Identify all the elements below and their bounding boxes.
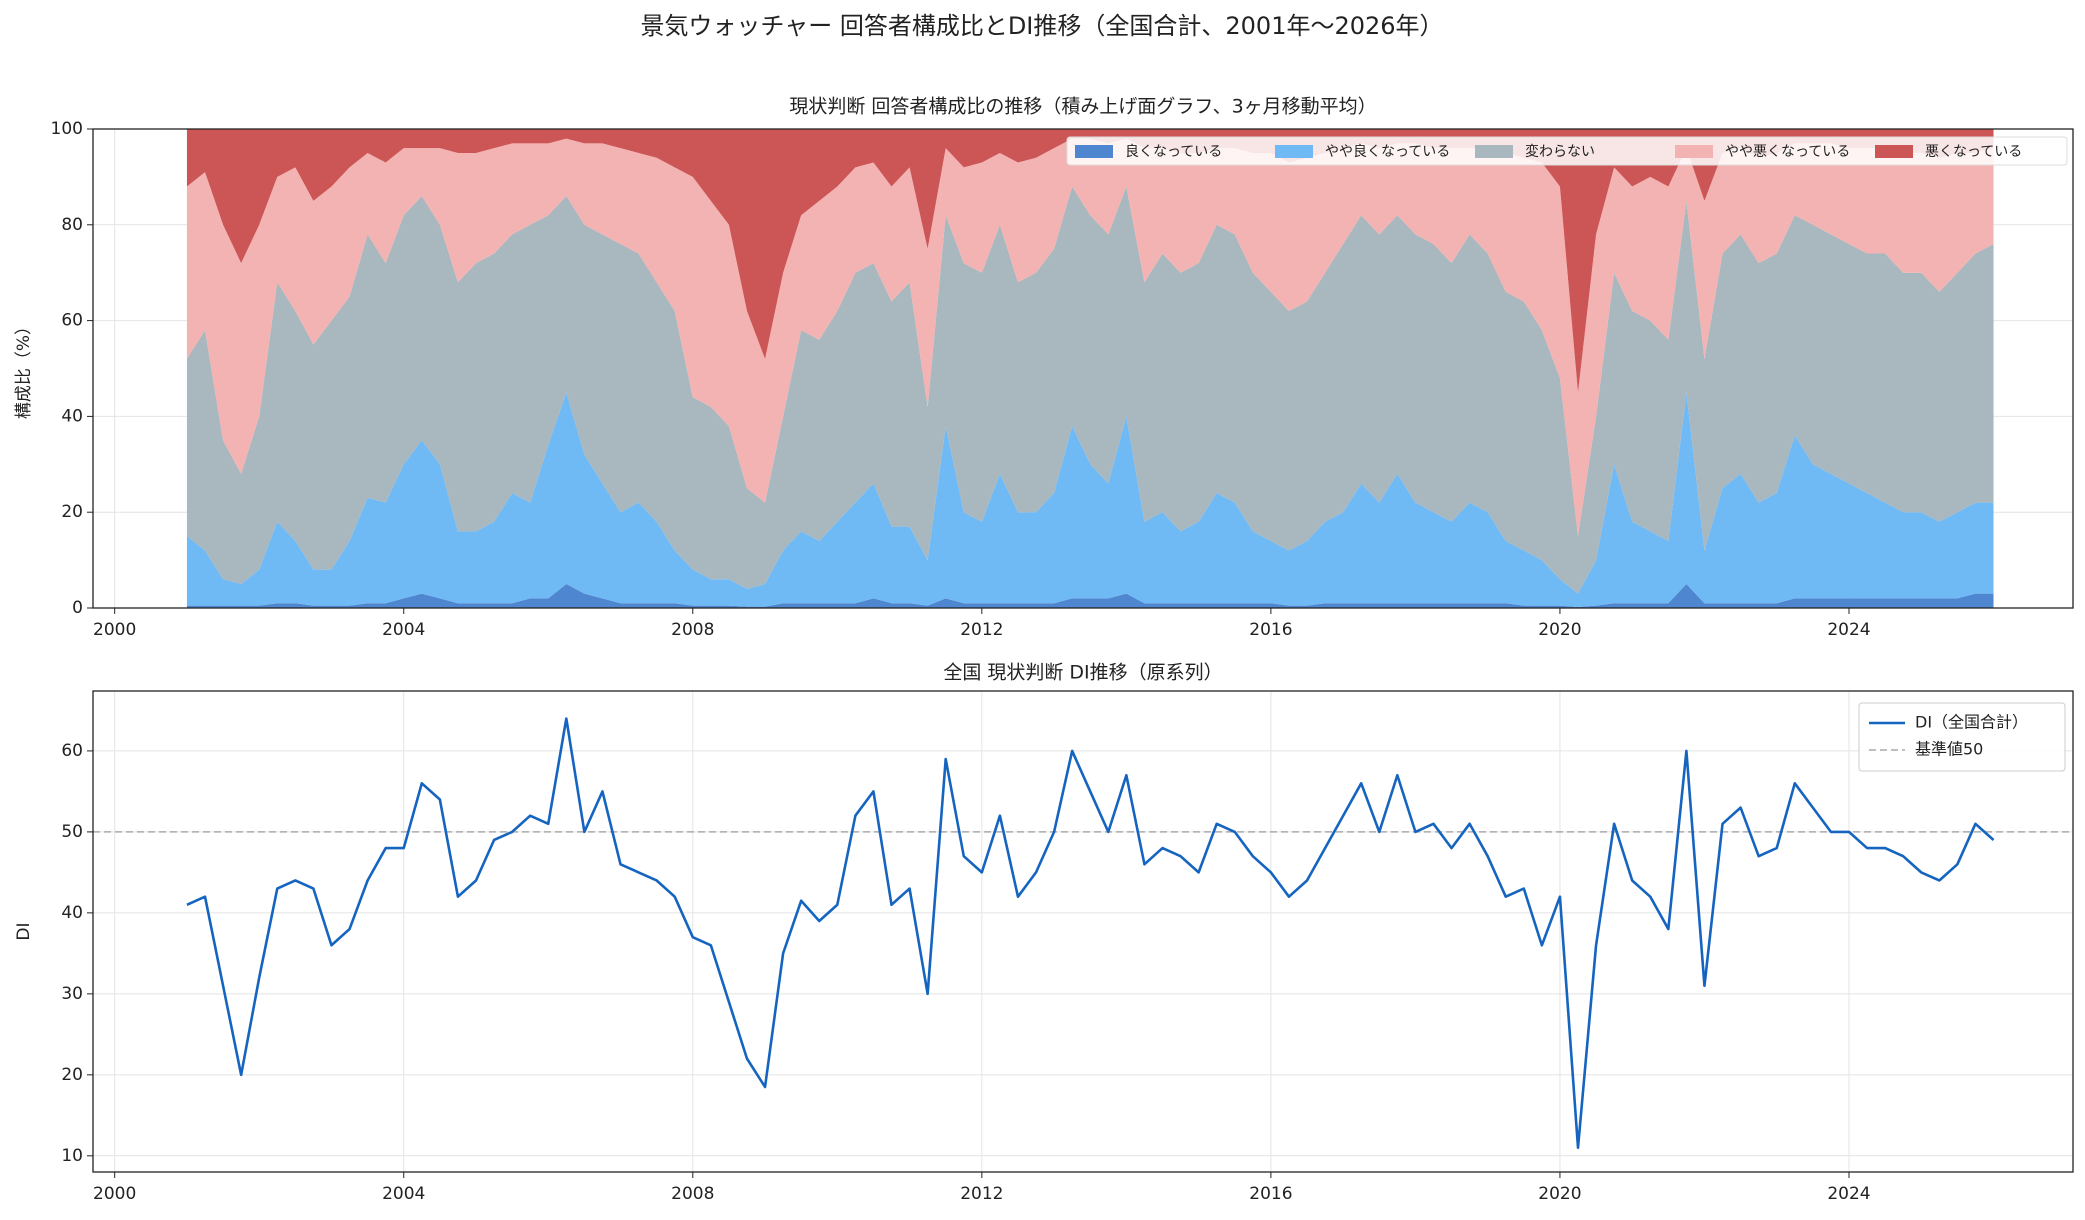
x-tick-label: 2012 <box>960 620 1003 640</box>
y-axis-label: 構成比（%） <box>14 318 34 419</box>
x-tick-label: 2004 <box>382 1184 425 1204</box>
area-band <box>186 186 1994 594</box>
legend-label: DI（全国合計） <box>1915 713 2028 732</box>
y-tick-label: 10 <box>61 1146 83 1166</box>
area-band <box>186 584 1994 608</box>
x-tick-label: 2008 <box>671 1184 714 1204</box>
y-tick-label: 60 <box>61 311 83 331</box>
legend-label: 基準値50 <box>1915 740 1983 759</box>
x-tick-label: 2012 <box>960 1184 1003 1204</box>
x-tick-label: 2020 <box>1538 620 1581 640</box>
y-tick-label: 20 <box>61 502 83 522</box>
area-band <box>186 138 1994 537</box>
legend-label: やや悪くなっている <box>1725 144 1850 160</box>
x-tick-label: 2024 <box>1827 1184 1870 1204</box>
legend-swatch <box>1475 145 1513 158</box>
x-tick-label: 2008 <box>671 620 714 640</box>
legend-frame <box>1858 702 2066 772</box>
y-tick-label: 40 <box>61 903 83 923</box>
y-tick-label: 30 <box>61 984 83 1004</box>
legend: DI（全国合計） 基準値50 <box>1858 702 2066 772</box>
figure-title: 景気ウォッチャー 回答者構成比とDI推移（全国合計、2001年〜2026年） <box>640 12 1443 40</box>
x-tick-label: 2024 <box>1827 620 1870 640</box>
y-tick-label: 60 <box>61 741 83 761</box>
subplot-title: 全国 現状判断 DI推移（原系列） <box>943 662 1222 684</box>
y-tick-label: 100 <box>51 119 83 139</box>
legend-swatch <box>1075 145 1113 158</box>
x-tick-label: 2000 <box>93 1184 136 1204</box>
legend-label: 変わらない <box>1525 143 1595 160</box>
x-tick-label: 2004 <box>382 620 425 640</box>
data-line <box>186 717 1995 1150</box>
legend-label: 良くなっている <box>1125 144 1222 160</box>
subplot-title: 現状判断 回答者構成比の推移（積み上げ面グラフ、3ヶ月移動平均） <box>789 96 1376 118</box>
legend-swatch <box>1275 145 1313 158</box>
axes-frame <box>92 690 2074 1173</box>
y-tick-label: 0 <box>72 598 83 618</box>
x-tick-label: 2016 <box>1249 620 1292 640</box>
y-tick-label: 80 <box>61 215 83 235</box>
legend-frame <box>1066 136 2068 166</box>
area-band <box>186 392 1994 608</box>
x-tick-label: 2000 <box>93 620 136 640</box>
y-tick-label: 50 <box>61 822 83 842</box>
x-tick-label: 2020 <box>1538 1184 1581 1204</box>
legend: 良くなっている やや良くなっている 変わらない やや悪くなっている 悪くなっている <box>1066 136 2068 166</box>
y-tick-label: 40 <box>61 406 83 426</box>
legend-label: 悪くなっている <box>1925 144 2022 160</box>
axes-frame <box>92 128 2074 609</box>
legend-swatch <box>1675 145 1713 158</box>
y-tick-label: 20 <box>61 1065 83 1085</box>
legend-swatch <box>1875 145 1913 158</box>
y-axis-label: DI <box>14 922 34 940</box>
x-tick-label: 2016 <box>1249 1184 1292 1204</box>
legend-label: やや良くなっている <box>1325 144 1450 160</box>
